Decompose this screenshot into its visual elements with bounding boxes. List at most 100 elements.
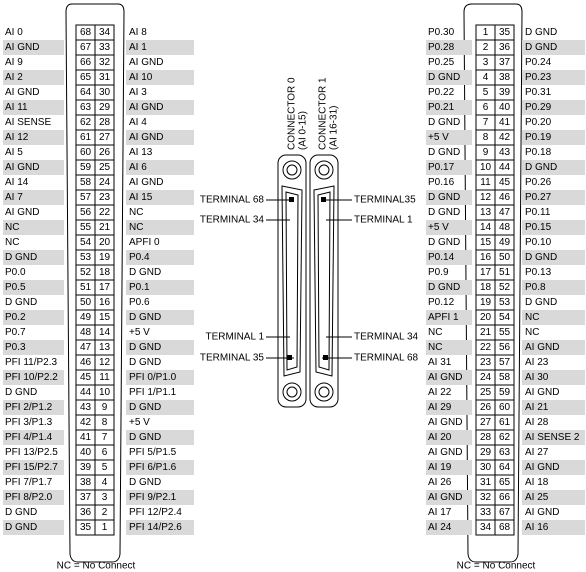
pin-number: 16	[480, 252, 492, 263]
row-shade	[126, 220, 194, 235]
pin-number: 2	[483, 42, 489, 53]
signal-label: PFI 1/P1.1	[129, 387, 177, 398]
pin-number: 60	[499, 402, 511, 413]
signal-label: P0.8	[525, 282, 546, 293]
signal-label: P0.11	[525, 207, 551, 218]
row-shade	[3, 370, 64, 385]
pin-number: 19	[480, 297, 492, 308]
pin-number: 36	[80, 507, 92, 518]
row-shade	[522, 40, 585, 55]
signal-label: PFI 12/P2.4	[129, 507, 182, 518]
signal-label: PFI 13/P2.5	[5, 447, 58, 458]
row-shade	[126, 520, 194, 535]
signal-label: PFI 15/P2.7	[5, 462, 58, 473]
pin-number: 11	[99, 372, 110, 383]
pin-number: 36	[499, 42, 511, 53]
pin-number: 8	[483, 132, 489, 143]
row-shade	[126, 340, 194, 355]
signal-label: AI 13	[129, 147, 153, 158]
signal-label: P0.4	[129, 252, 150, 263]
row-shade	[426, 190, 472, 205]
terminal-label: TERMINAL 68	[200, 195, 265, 206]
pin-number: 55	[80, 222, 92, 233]
row-shade	[426, 280, 472, 295]
row-shade	[126, 160, 194, 175]
signal-label: P0.20	[525, 117, 552, 128]
pin-number: 32	[480, 492, 492, 503]
signal-label: APFI 1	[428, 312, 459, 323]
signal-label: AI GND	[428, 372, 462, 383]
pin-number: 47	[80, 342, 92, 353]
pin-number: 14	[480, 222, 492, 233]
signal-label: D GND	[5, 387, 37, 398]
pin-number: 24	[480, 372, 492, 383]
signal-label: AI SENSE	[5, 117, 51, 128]
row-shade	[3, 130, 64, 145]
pin-number: 58	[80, 177, 92, 188]
row-shade	[3, 430, 64, 445]
signal-label: +5 V	[428, 132, 449, 143]
pin-number: 16	[99, 297, 111, 308]
pin-number: 19	[99, 252, 111, 263]
pin-number: 67	[499, 507, 511, 518]
pin-number: 47	[499, 207, 511, 218]
row-shade	[126, 130, 194, 145]
pin-number: 21	[99, 222, 111, 233]
signal-label: P0.17	[428, 162, 455, 173]
pin-number: 17	[480, 267, 492, 278]
signal-label: AI 29	[428, 402, 452, 413]
signal-label: D GND	[428, 192, 460, 203]
pin-number: 52	[499, 282, 511, 293]
pin-number: 51	[80, 282, 92, 293]
pin-number: 63	[80, 102, 92, 113]
pin-number: 11	[480, 177, 491, 188]
pin-number: 12	[480, 192, 492, 203]
pin-number: 58	[499, 372, 511, 383]
signal-label: P0.15	[525, 222, 552, 233]
signal-label: D GND	[428, 147, 460, 158]
signal-label: AI 24	[428, 522, 452, 533]
signal-label: P0.3	[5, 342, 26, 353]
pin-number: 24	[99, 177, 111, 188]
pin-number: 56	[80, 207, 92, 218]
connector-subtitle: (AI 0-15)	[298, 111, 309, 150]
signal-label: AI SENSE 2	[525, 432, 580, 443]
pin-number: 10	[99, 387, 111, 398]
left-connector-shell	[65, 3, 125, 563]
pin-number: 53	[499, 297, 511, 308]
signal-label: D GND	[5, 522, 37, 533]
pin-number: 5	[102, 462, 108, 473]
pin-number: 61	[499, 417, 511, 428]
pin-number: 4	[483, 72, 489, 83]
pin-number: 54	[499, 312, 511, 323]
signal-label: AI 31	[428, 357, 452, 368]
terminal-label: TERMINAL 34	[200, 215, 265, 226]
signal-label: D GND	[525, 27, 557, 38]
pin-number: 6	[483, 102, 489, 113]
row-shade	[426, 370, 472, 385]
signal-label: NC	[5, 222, 19, 233]
row-shade	[3, 280, 64, 295]
signal-label: AI 8	[129, 27, 147, 38]
signal-label: P0.5	[5, 282, 26, 293]
signal-label: P0.29	[525, 102, 552, 113]
row-shade	[522, 400, 585, 415]
signal-label: P0.22	[428, 87, 455, 98]
signal-label: P0.28	[428, 42, 455, 53]
pin-number: 68	[80, 27, 92, 38]
signal-label: P0.30	[428, 27, 455, 38]
pin-number: 13	[99, 342, 111, 353]
pin-number: 3	[102, 492, 108, 503]
row-shade	[522, 490, 585, 505]
pin-number: 68	[499, 522, 511, 533]
signal-label: PFI 0/P1.0	[129, 372, 177, 383]
pin-number: 20	[99, 237, 111, 248]
row-shade	[426, 70, 472, 85]
terminal-label: TERMINAL 1	[205, 332, 264, 343]
pin-number: 61	[80, 132, 92, 143]
row-shade	[426, 490, 472, 505]
pin-number: 42	[499, 132, 511, 143]
signal-label: P0.6	[129, 297, 150, 308]
